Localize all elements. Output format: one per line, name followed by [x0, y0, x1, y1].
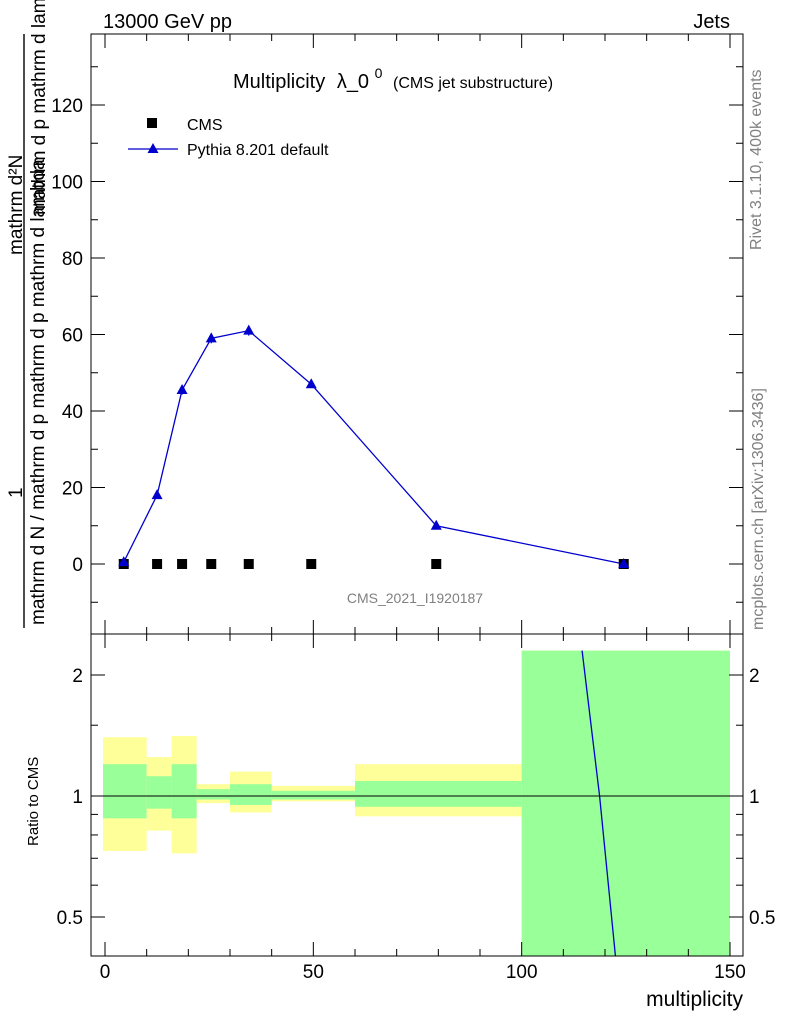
title-superscript: 0	[375, 65, 383, 81]
main-y-axis-label: mathrm d²N mathrm d p mathrm d lambda 1 …	[6, 0, 50, 628]
legend-pythia-marker	[147, 143, 159, 153]
ratio-stat-band	[171, 764, 197, 819]
ratio-x-ticks: 0 50 100 150	[100, 634, 746, 983]
title-lambda: λ_0	[337, 71, 369, 93]
main-ytick-label: 60	[62, 326, 83, 347]
ylabel-denominator: mathrm d N / mathrm d p mathrm d p mathr…	[28, 159, 49, 625]
ratio-stat-band	[355, 780, 522, 807]
legend-cms-label: CMS	[187, 117, 223, 134]
pythia-point	[618, 558, 630, 568]
main-ytick-label: 100	[51, 173, 83, 194]
ylabel-one: 1	[6, 487, 27, 498]
title-main: Multiplicity	[233, 71, 325, 93]
ylabel-numerator: mathrm d²N	[6, 155, 27, 255]
ratio-ytick-label-right: 2	[749, 666, 760, 687]
plot-title: Multiplicity λ_0 0 (CMS jet substructure…	[233, 61, 553, 93]
cms-point	[431, 559, 442, 569]
ylabel-numerator-rest: mathrm d p mathrm d lambda	[29, 0, 50, 215]
ratio-stat-band	[196, 789, 230, 800]
ratio-ytick-label-right: 1	[749, 787, 760, 808]
ratio-stat-band	[103, 764, 147, 819]
cms-point	[306, 559, 317, 569]
x-tick-label: 50	[303, 962, 324, 983]
x-tick-label: 0	[100, 962, 111, 983]
ratio-stat-band	[146, 776, 172, 809]
pythia-point	[151, 489, 163, 500]
legend-cms-marker	[147, 118, 157, 128]
ratio-y-axis-label: Ratio to CMS	[25, 757, 42, 846]
main-ytick-label: 40	[62, 402, 83, 423]
pythia-point	[430, 519, 442, 530]
ratio-ytick-label: 1	[72, 787, 83, 808]
cms-point	[152, 559, 163, 569]
rivet-version-label: Rivet 3.1.10, 400k events	[748, 69, 765, 250]
mcplots-label: mcplots.cern.ch [arXiv:1306.3436]	[750, 388, 767, 630]
cms-point	[177, 559, 188, 569]
analysis-label: CMS_2021_I1920187	[347, 590, 483, 606]
main-ytick-label: 20	[62, 479, 83, 500]
pythia-point	[243, 324, 255, 335]
pythia-point	[305, 378, 317, 389]
title-subtitle: (CMS jet substructure)	[393, 75, 553, 92]
ratio-stat-band	[521, 650, 730, 956]
ratio-plot-frame	[90, 633, 744, 957]
x-axis-label: multiplicity	[646, 988, 743, 1011]
legend-pythia-label: Pythia 8.201 default	[187, 142, 329, 159]
main-ytick-label: 0	[72, 555, 83, 576]
cms-point	[206, 559, 217, 569]
pythia-point	[176, 383, 188, 394]
x-tick-label: 100	[506, 962, 538, 983]
process-label: Jets	[693, 11, 730, 33]
ratio-ytick-label-right: 0.5	[749, 908, 775, 929]
ratio-pythia-line	[581, 650, 617, 957]
pythia-series-line	[123, 329, 624, 565]
main-y-ticks: 0 20 40 60 80 100 120	[51, 66, 743, 603]
ratio-y-ticks: 0.5 0.5 1 1 2 2	[57, 666, 776, 929]
main-plot-data	[118, 324, 630, 569]
ratio-bands	[103, 650, 730, 956]
energy-label: 13000 GeV pp	[103, 11, 232, 33]
ratio-stat-band	[271, 790, 355, 800]
pythia-point	[118, 556, 130, 567]
ratio-ytick-label: 0.5	[57, 908, 83, 929]
main-x-ticks	[104, 34, 731, 634]
ratio-pythia-curve	[581, 650, 617, 957]
pythia-point	[205, 332, 217, 343]
ratio-ytick-label: 2	[72, 666, 83, 687]
ratio-stat-band	[230, 784, 272, 805]
x-tick-label: 150	[714, 962, 746, 983]
main-ytick-label: 120	[51, 96, 83, 117]
main-ytick-label: 80	[62, 249, 83, 270]
legend: CMS Pythia 8.201 default	[128, 117, 329, 159]
cms-point	[243, 559, 254, 569]
